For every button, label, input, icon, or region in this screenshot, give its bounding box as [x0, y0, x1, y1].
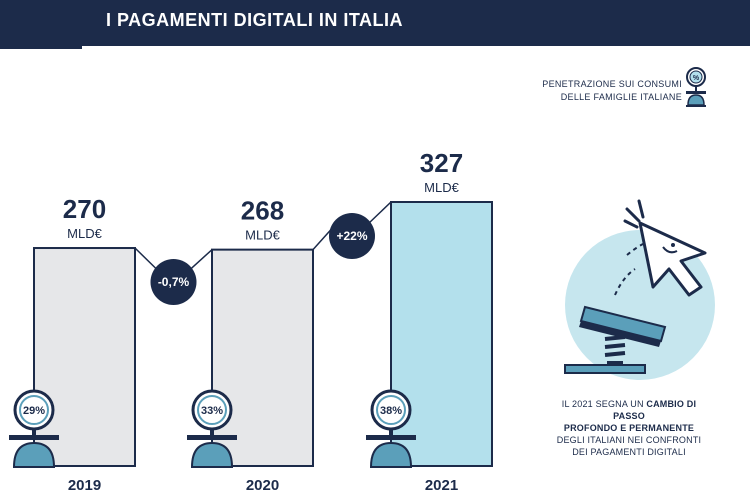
- change-badge: [329, 213, 375, 259]
- header-divider: [0, 46, 82, 49]
- change-label: +22%: [336, 229, 367, 243]
- value-label: 268: [241, 196, 284, 226]
- scale-stem: [32, 428, 36, 436]
- legend: PENETRAZIONE SUI CONSUMI DELLE FAMIGLIE …: [542, 78, 682, 104]
- x-tick-label: 2021: [425, 477, 458, 494]
- scale-dial-inner: [197, 395, 227, 425]
- change-badge: [150, 259, 197, 306]
- svg-text:%: %: [693, 75, 700, 82]
- change-connector: [134, 247, 213, 271]
- scale-base: [369, 441, 413, 468]
- scale-stem: [389, 428, 393, 436]
- scale-dial-inner: [376, 395, 406, 425]
- cursor-clicking-spring-button-icon: [564, 199, 715, 380]
- caption-line2: PROFONDO E PERMANENTE: [548, 422, 710, 434]
- value-label: 270: [63, 194, 106, 224]
- scale-dial-inner: [19, 395, 49, 425]
- scale-base: [12, 441, 56, 468]
- bar-2021: [390, 201, 493, 467]
- bar-2019: [33, 247, 136, 467]
- unit-label: MLD€: [245, 228, 280, 243]
- legend-label-line1: PENETRAZIONE SUI CONSUMI: [542, 79, 682, 89]
- x-tick-label: 2020: [246, 477, 279, 494]
- unit-label: MLD€: [424, 180, 459, 195]
- x-tick-label: 2019: [68, 477, 101, 494]
- header-bar: I PAGAMENTI DIGITALI IN ITALIA: [0, 0, 750, 46]
- caption-line3: DEGLI ITALIANI NEI CONFRONTI: [556, 435, 702, 445]
- page-title: I PAGAMENTI DIGITALI IN ITALIA: [106, 10, 403, 30]
- scale-plate: [187, 435, 237, 440]
- value-label: 327: [420, 148, 463, 178]
- scale-base: [190, 441, 234, 468]
- penetration-label: 38%: [380, 405, 402, 417]
- penetration-label: 29%: [23, 405, 45, 417]
- penetration-label: 33%: [201, 405, 223, 417]
- unit-label: MLD€: [67, 226, 102, 241]
- scale-plate: [9, 435, 59, 440]
- caption: IL 2021 SEGNA UN CAMBIO DI PASSO PROFOND…: [548, 398, 710, 458]
- caption-line4: DEI PAGAMENTI DIGITALI: [572, 447, 686, 457]
- legend-label-line2: DELLE FAMIGLIE ITALIANE: [560, 92, 682, 102]
- scale-stem: [210, 428, 214, 436]
- caption-text: IL 2021 SEGNA UN: [561, 399, 647, 409]
- caption-bold: PROFONDO E PERMANENTE: [563, 423, 695, 433]
- change-label: -0,7%: [158, 275, 190, 289]
- bar-2020: [211, 248, 314, 467]
- caption-bold: CAMBIO DI PASSO: [613, 399, 697, 421]
- caption-line1: IL 2021 SEGNA UN CAMBIO DI PASSO: [548, 398, 710, 422]
- percent-scale-icon: %: [686, 67, 706, 107]
- scale-plate: [366, 435, 416, 440]
